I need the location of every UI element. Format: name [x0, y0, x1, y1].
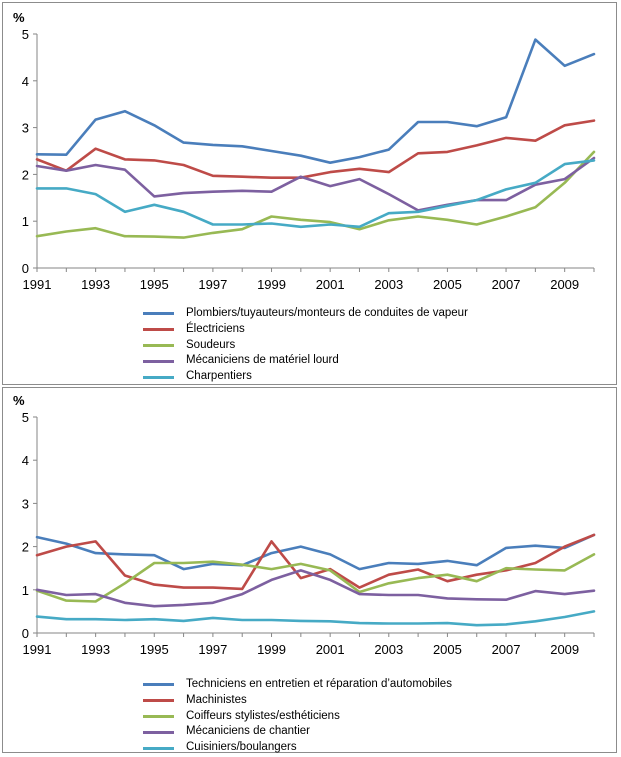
legend-item: Soudeurs — [143, 338, 468, 354]
x-tick-label: 1995 — [140, 277, 169, 292]
x-tick-label: 2007 — [492, 277, 521, 292]
top-series-line-3 — [35, 150, 596, 239]
legend-item: Machinistes — [143, 693, 452, 709]
x-tick-label: 2003 — [374, 277, 403, 292]
top-series-line-2 — [35, 119, 596, 179]
legend-label: Techniciens en entretien et réparation d… — [186, 678, 452, 690]
top-chart-legend: Plombiers/tuyauteurs/monteurs de conduit… — [143, 306, 468, 385]
legend-item: Électriciens — [143, 322, 468, 338]
legend-swatch — [143, 328, 174, 332]
x-tick-label: 1991 — [23, 277, 52, 292]
y-tick-label: 2 — [22, 167, 29, 182]
bottom-series-line-5 — [35, 610, 596, 627]
top-series-line-4 — [35, 156, 596, 212]
x-tick-label: 1997 — [198, 642, 227, 657]
legend-item: Cuisiniers/boulangers — [143, 740, 452, 756]
y-tick-label: 4 — [22, 74, 29, 89]
bottom-series-line-2 — [35, 533, 596, 591]
y-tick-label: 1 — [22, 214, 29, 229]
y-tick-label: 3 — [22, 121, 29, 136]
y-tick-label: 4 — [22, 453, 29, 468]
y-axis-unit-label: % — [13, 10, 25, 25]
y-tick-label: 1 — [22, 583, 29, 598]
legend-label: Plombiers/tuyauteurs/monteurs de conduit… — [186, 307, 468, 319]
x-tick-label: 1993 — [81, 642, 110, 657]
x-tick-label: 2009 — [550, 277, 579, 292]
top-chart-plot: % 0 1 2 3 4 5 1991 1993 1995 1997 1999 2001 2003 2005 2… — [13, 10, 596, 292]
legend-item: Techniciens en entretien et réparation d… — [143, 677, 452, 693]
legend-label: Coiffeurs stylistes/esthéticiens — [186, 709, 340, 722]
x-tick-label: 1997 — [198, 277, 227, 292]
bottom-chart-plot: % 0 1 2 3 4 5 1991 1993 1995 1997 1999 2001 2003 2005 2… — [13, 393, 596, 657]
legend-swatch — [143, 683, 174, 687]
legend-label: Électriciens — [186, 322, 245, 335]
legend-swatch — [143, 699, 174, 703]
bottom-chart-panel: % 0 1 2 3 4 5 1991 1993 1995 1997 1999 2001 2003 2005 2… — [2, 387, 617, 753]
y-tick-label: 0 — [22, 261, 29, 276]
x-tick-label: 2001 — [316, 642, 345, 657]
y-tick-label: 3 — [22, 496, 29, 511]
legend-swatch — [143, 375, 174, 379]
legend-item: Coiffeurs stylistes/esthéticiens — [143, 709, 452, 725]
legend-swatch — [143, 359, 174, 363]
y-tick-label: 0 — [22, 626, 29, 641]
x-tick-label: 2007 — [492, 642, 521, 657]
x-tick-label: 2003 — [374, 642, 403, 657]
legend-label: Charpentiers — [186, 370, 252, 383]
legend-swatch — [143, 730, 174, 734]
y-tick-label: 5 — [22, 410, 29, 425]
legend-swatch — [143, 714, 174, 718]
top-series-line-1 — [35, 38, 596, 164]
bottom-series-line-3 — [35, 553, 596, 603]
y-axis-unit-label: % — [13, 393, 25, 408]
x-tick-label: 1993 — [81, 277, 110, 292]
x-tick-label: 2005 — [433, 642, 462, 657]
legend-label: Mécaniciens de chantier — [186, 725, 311, 738]
x-tick-label: 1999 — [257, 277, 286, 292]
legend-label: Mécaniciens de matériel lourd — [186, 354, 339, 367]
y-tick-label: 2 — [22, 540, 29, 555]
legend-item: Plombiers/tuyauteurs/monteurs de conduit… — [143, 306, 468, 322]
bottom-series-line-4 — [35, 569, 596, 608]
x-tick-label: 1991 — [23, 642, 52, 657]
y-tick-label: 5 — [22, 27, 29, 42]
x-tick-label: 2001 — [316, 277, 345, 292]
legend-item: Mécaniciens de matériel lourd — [143, 353, 468, 369]
legend-item: Charpentiers — [143, 369, 468, 385]
top-chart-panel: % 0 1 2 3 4 5 1991 1993 1995 1997 1999 2001 2003 2005 2… — [2, 2, 617, 385]
bottom-series-line-1 — [35, 533, 596, 571]
legend-label: Cuisiniers/boulangers — [186, 741, 297, 754]
legend-item: Mécaniciens de chantier — [143, 724, 452, 740]
bottom-chart-legend: Techniciens en entretien et réparation d… — [143, 677, 452, 756]
x-tick-label: 2009 — [550, 642, 579, 657]
x-tick-label: 2005 — [433, 277, 462, 292]
legend-label: Machinistes — [186, 693, 247, 706]
legend-swatch — [143, 343, 174, 347]
legend-swatch — [143, 746, 174, 750]
legend-label: Soudeurs — [186, 338, 236, 351]
x-tick-label: 1995 — [140, 642, 169, 657]
x-tick-label: 1999 — [257, 642, 286, 657]
legend-swatch — [143, 312, 174, 316]
top-series-line-5 — [35, 159, 596, 229]
